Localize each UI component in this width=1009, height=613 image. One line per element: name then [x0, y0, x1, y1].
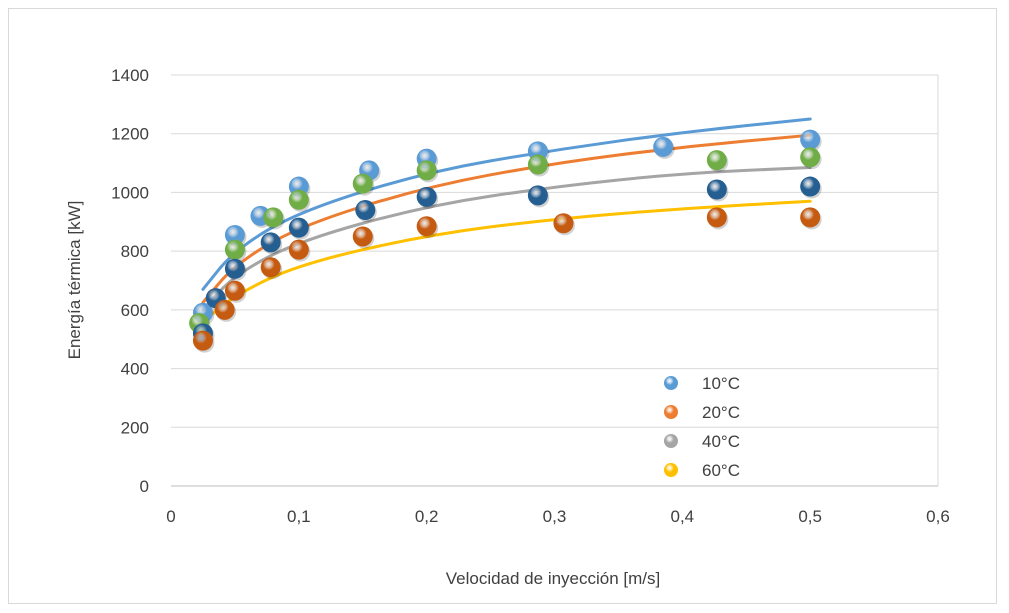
x-tick-label: 0,6	[926, 507, 950, 526]
data-point	[224, 258, 245, 279]
legend: 10°C 20°C 40°C 60°C	[664, 374, 740, 480]
data-point	[800, 129, 821, 150]
legend-label: 60°C	[702, 461, 740, 480]
y-tick-label: 200	[121, 418, 149, 437]
y-tick-label: 0	[140, 477, 149, 496]
data-point	[527, 154, 548, 175]
y-tick-label: 600	[121, 301, 149, 320]
trendline	[201, 133, 812, 305]
x-tick-label: 0,2	[415, 507, 439, 526]
data-point	[800, 147, 821, 168]
x-axis-ticks: 0 0,1 0,2 0,3 0,4 0,5 0,6	[166, 507, 950, 526]
legend-marker	[664, 463, 678, 477]
data-point	[352, 173, 373, 194]
legend-label: 20°C	[702, 403, 740, 422]
x-tick-label: 0,3	[543, 507, 567, 526]
data-point	[800, 207, 821, 228]
data-point	[352, 226, 373, 247]
data-point	[224, 224, 245, 245]
y-tick-label: 1200	[111, 125, 149, 144]
legend-marker	[664, 376, 678, 390]
data-point	[263, 207, 284, 228]
data-point	[224, 280, 245, 301]
x-tick-label: 0,5	[798, 507, 822, 526]
data-point	[192, 330, 213, 351]
x-tick-label: 0	[166, 507, 175, 526]
y-tick-label: 1400	[111, 66, 149, 85]
data-point	[214, 299, 235, 320]
trendline	[201, 117, 812, 291]
data-point	[355, 200, 376, 221]
x-axis-title: Velocidad de inyección [m/s]	[446, 569, 661, 588]
y-tick-label: 400	[121, 360, 149, 379]
data-point	[527, 185, 548, 206]
data-point	[800, 176, 821, 197]
data-point	[706, 150, 727, 171]
y-axis-title: Energía térmica [kW]	[65, 201, 84, 360]
data-point	[706, 179, 727, 200]
chart-area	[8, 8, 997, 604]
legend-marker	[664, 405, 678, 419]
y-axis-ticks: 0 200 400 600 800 1000 1200 1400	[111, 66, 149, 496]
data-point	[706, 207, 727, 228]
data-point	[288, 189, 309, 210]
x-tick-label: 0,4	[671, 507, 695, 526]
data-points	[189, 129, 822, 353]
legend-marker	[664, 434, 678, 448]
legend-label: 10°C	[702, 374, 740, 393]
y-tick-label: 800	[121, 242, 149, 261]
y-tick-label: 1000	[111, 183, 149, 202]
data-point	[416, 160, 437, 181]
data-point	[288, 239, 309, 260]
data-point	[553, 213, 574, 234]
trendline	[201, 165, 812, 312]
data-point	[288, 217, 309, 238]
data-point	[224, 239, 245, 260]
x-tick-label: 0,1	[287, 507, 311, 526]
gridlines	[171, 74, 939, 487]
data-point	[260, 257, 281, 278]
legend-label: 40°C	[702, 432, 740, 451]
data-point	[416, 186, 437, 207]
data-point	[416, 216, 437, 237]
data-point	[653, 136, 674, 157]
data-point	[260, 232, 281, 253]
